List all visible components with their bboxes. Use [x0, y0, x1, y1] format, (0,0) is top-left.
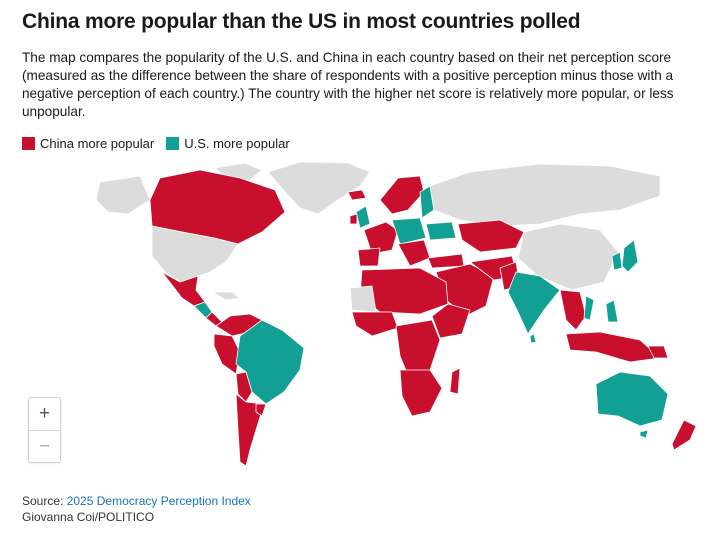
- central-europe[interactable]: [391, 217, 427, 245]
- source-line: Source: 2025 Democracy Perception Index: [22, 493, 251, 509]
- japan[interactable]: [621, 239, 639, 273]
- legend: China more popular U.S. more popular: [22, 136, 302, 151]
- legend-swatch-china: [22, 137, 35, 150]
- west-africa-nodata[interactable]: [349, 285, 377, 313]
- alaska[interactable]: [95, 175, 151, 215]
- mexico[interactable]: [161, 271, 206, 307]
- west-africa[interactable]: [351, 311, 399, 337]
- iceland[interactable]: [347, 189, 367, 201]
- mongolia-china[interactable]: [517, 223, 619, 291]
- zoom-control: + −: [28, 397, 61, 463]
- turkey[interactable]: [427, 253, 465, 269]
- zoom-divider: [29, 430, 60, 431]
- brazil[interactable]: [235, 319, 305, 405]
- zoom-in-button[interactable]: +: [38, 403, 51, 424]
- bolivia-paraguay[interactable]: [235, 371, 253, 403]
- new-zealand[interactable]: [671, 419, 697, 451]
- east-africa[interactable]: [431, 303, 471, 339]
- zoom-out-button[interactable]: −: [38, 436, 51, 457]
- legend-item-china: China more popular: [22, 136, 154, 151]
- balkans-italy[interactable]: [397, 239, 431, 267]
- credit-line: Giovanna Coi/POLITICO: [22, 510, 155, 524]
- world-map[interactable]: [0, 158, 713, 478]
- uk[interactable]: [355, 205, 371, 229]
- madagascar[interactable]: [449, 367, 461, 395]
- russia[interactable]: [429, 163, 661, 227]
- australia[interactable]: [595, 371, 669, 427]
- ukraine[interactable]: [425, 221, 457, 241]
- india[interactable]: [507, 271, 561, 335]
- greenland[interactable]: [267, 161, 371, 215]
- mainland-southeast-asia[interactable]: [559, 289, 587, 331]
- southern-africa[interactable]: [399, 369, 443, 417]
- source-prefix: Source:: [22, 494, 67, 508]
- legend-label-us: U.S. more popular: [184, 136, 290, 151]
- usa[interactable]: [151, 225, 239, 283]
- tasmania[interactable]: [639, 429, 649, 439]
- sri-lanka[interactable]: [529, 333, 537, 344]
- legend-item-us: U.S. more popular: [166, 136, 290, 151]
- uruguay[interactable]: [255, 403, 267, 417]
- legend-label-china: China more popular: [40, 136, 155, 151]
- subtitle: The map compares the popularity of the U…: [22, 50, 674, 119]
- source-block: Source: 2025 Democracy Perception Index …: [22, 493, 251, 525]
- papua-new-guinea[interactable]: [647, 345, 669, 359]
- korea[interactable]: [611, 251, 623, 271]
- indonesia-malaysia[interactable]: [565, 331, 661, 363]
- iberia[interactable]: [357, 247, 381, 267]
- peru-ecuador[interactable]: [213, 333, 241, 375]
- kazakhstan[interactable]: [457, 219, 525, 253]
- source-link[interactable]: 2025 Democracy Perception Index: [66, 494, 251, 508]
- legend-swatch-us: [166, 137, 180, 150]
- philippines[interactable]: [605, 299, 619, 323]
- vietnam[interactable]: [583, 295, 595, 321]
- scandinavia[interactable]: [379, 175, 425, 215]
- page-title: China more popular than the US in most c…: [22, 10, 581, 33]
- caribbean[interactable]: [211, 291, 241, 301]
- ireland[interactable]: [349, 213, 358, 225]
